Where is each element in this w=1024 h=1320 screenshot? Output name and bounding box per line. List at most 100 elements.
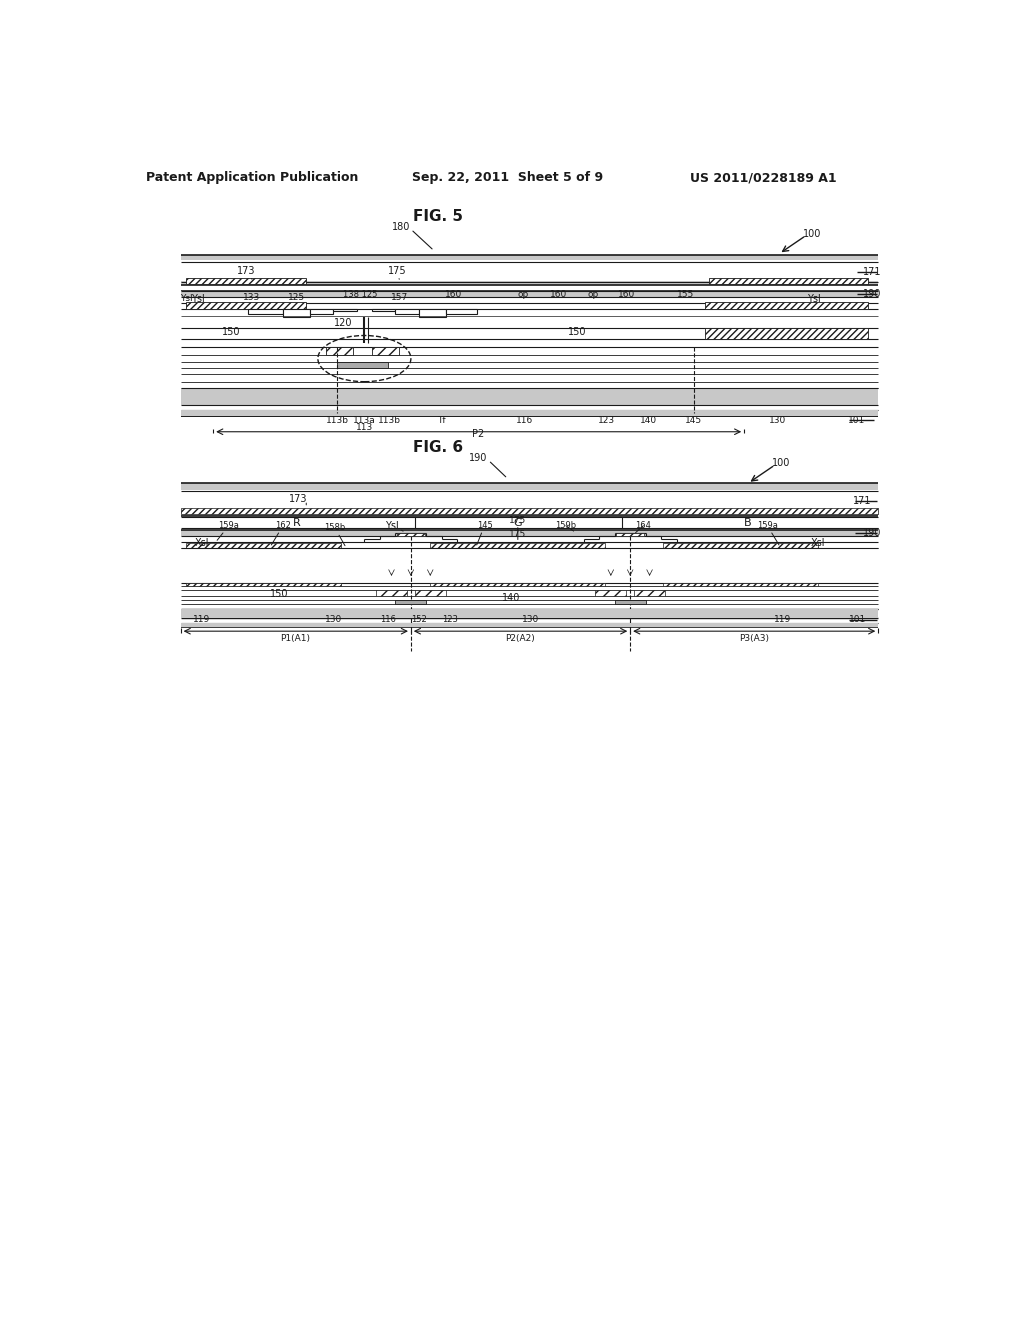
Text: 101: 101 — [850, 615, 866, 624]
Text: 173: 173 — [289, 494, 308, 504]
Text: 160: 160 — [550, 290, 566, 300]
Text: 171: 171 — [853, 496, 872, 506]
Text: 116: 116 — [380, 615, 395, 624]
Text: 159b: 159b — [555, 521, 577, 531]
Text: Ysl: Ysl — [385, 520, 403, 531]
Bar — [419, 309, 445, 317]
Text: 155: 155 — [677, 290, 694, 300]
Bar — [180, 388, 879, 405]
Bar — [248, 309, 283, 314]
Text: 113b: 113b — [326, 416, 349, 425]
Bar — [186, 582, 341, 586]
Bar — [445, 309, 477, 314]
Text: Ysl: Ysl — [180, 294, 193, 304]
Text: op: op — [517, 290, 528, 300]
Text: 140: 140 — [640, 416, 657, 425]
Bar — [180, 609, 879, 618]
Bar — [595, 590, 627, 595]
Text: Ysl: Ysl — [190, 294, 205, 305]
Text: 175: 175 — [509, 516, 526, 540]
Bar — [706, 327, 868, 339]
Text: 158b: 158b — [325, 524, 345, 545]
Text: 100: 100 — [803, 228, 821, 239]
Text: Xsl: Xsl — [195, 537, 209, 548]
Bar — [180, 623, 879, 627]
Text: 150: 150 — [222, 326, 241, 337]
Text: 125: 125 — [289, 293, 305, 301]
Bar — [663, 582, 818, 586]
Text: 119: 119 — [774, 615, 792, 624]
Text: 180: 180 — [391, 222, 410, 232]
Text: 130: 130 — [325, 615, 342, 624]
Text: 171: 171 — [862, 268, 882, 277]
Bar — [372, 347, 399, 355]
Text: 190: 190 — [862, 289, 881, 298]
Text: 162: 162 — [271, 521, 291, 545]
Bar — [430, 543, 604, 548]
Bar — [326, 347, 352, 355]
Text: 120: 120 — [334, 318, 352, 329]
Text: FIG. 6: FIG. 6 — [413, 440, 463, 454]
Text: US 2011/0228189 A1: US 2011/0228189 A1 — [690, 172, 837, 185]
Bar — [616, 532, 644, 536]
Bar — [180, 411, 879, 416]
Bar — [430, 582, 604, 586]
Bar — [706, 302, 868, 309]
Text: Ysl: Ysl — [807, 294, 821, 305]
Bar — [186, 543, 341, 548]
Bar — [283, 309, 310, 317]
Text: 130: 130 — [522, 615, 540, 624]
Text: 175: 175 — [388, 265, 407, 280]
Bar — [415, 590, 445, 595]
Bar — [372, 309, 395, 312]
Text: 152: 152 — [411, 615, 427, 624]
Text: 123: 123 — [598, 416, 615, 425]
Text: P3(A3): P3(A3) — [739, 634, 769, 643]
Text: 150: 150 — [270, 589, 289, 599]
Text: P2(A2): P2(A2) — [505, 634, 535, 643]
Text: 159a: 159a — [757, 521, 779, 545]
Bar — [180, 290, 879, 297]
Text: 133: 133 — [244, 293, 261, 301]
Bar — [334, 309, 356, 312]
Text: 190: 190 — [469, 453, 487, 463]
Text: 145: 145 — [476, 521, 493, 545]
Text: 113a: 113a — [353, 416, 376, 425]
Text: 175: 175 — [509, 531, 526, 540]
Text: R: R — [293, 517, 301, 528]
Text: 113b: 113b — [379, 416, 401, 425]
Bar — [397, 532, 425, 536]
Bar — [180, 281, 879, 285]
Bar — [310, 309, 334, 314]
Text: 164: 164 — [636, 521, 651, 533]
Text: 160: 160 — [617, 290, 635, 300]
Bar — [395, 309, 419, 314]
Text: 113: 113 — [355, 422, 373, 432]
Text: G: G — [513, 517, 522, 528]
Text: Xsl: Xsl — [811, 537, 825, 548]
Text: Sep. 22, 2011  Sheet 5 of 9: Sep. 22, 2011 Sheet 5 of 9 — [413, 172, 603, 185]
Text: 160: 160 — [444, 290, 462, 300]
Text: 140: 140 — [503, 593, 521, 603]
Text: 101: 101 — [848, 416, 865, 425]
Text: 138 125: 138 125 — [343, 290, 378, 300]
Text: Patent Application Publication: Patent Application Publication — [145, 172, 358, 185]
Text: 157: 157 — [390, 293, 408, 301]
Bar — [186, 302, 306, 309]
Text: B: B — [744, 517, 752, 528]
Text: 119: 119 — [193, 615, 210, 624]
Text: Tf: Tf — [437, 416, 446, 425]
Bar — [180, 512, 879, 516]
Bar — [337, 363, 388, 368]
Bar — [186, 277, 306, 284]
Text: 145: 145 — [685, 416, 702, 425]
Text: 190: 190 — [862, 528, 881, 537]
Bar — [180, 508, 879, 515]
Bar — [376, 590, 407, 595]
Bar — [180, 483, 879, 490]
Bar — [614, 599, 646, 605]
Bar — [180, 255, 879, 260]
Text: 159a: 159a — [217, 521, 240, 540]
Bar — [634, 590, 665, 595]
Text: 116: 116 — [516, 416, 534, 425]
